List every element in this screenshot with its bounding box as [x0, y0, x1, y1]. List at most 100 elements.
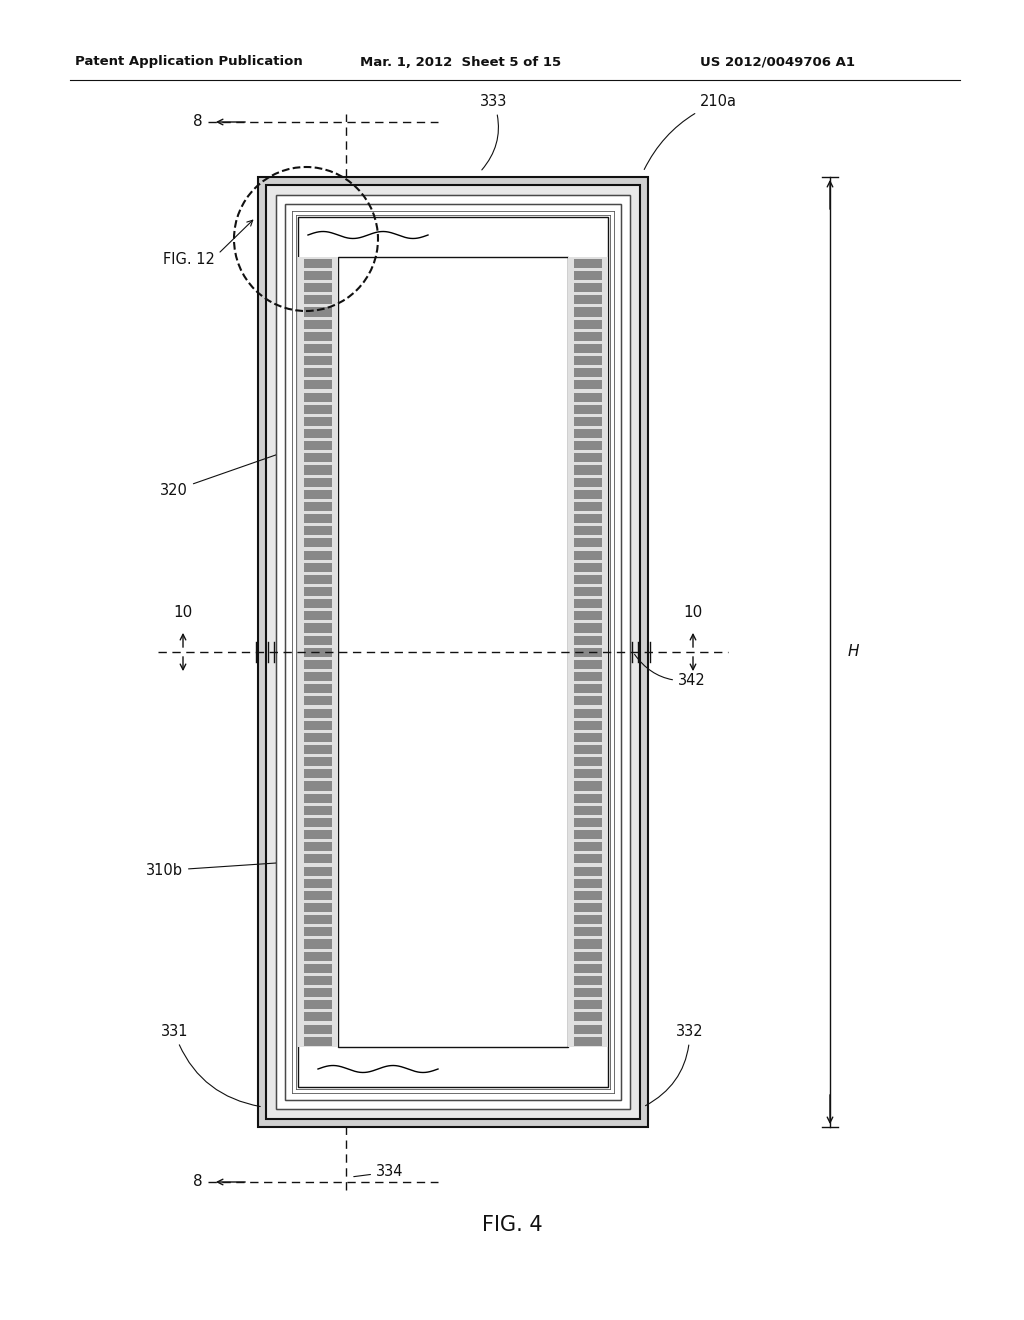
Text: 342: 342 — [635, 655, 706, 688]
Bar — [304, 915, 332, 924]
Text: Mar. 1, 2012  Sheet 5 of 15: Mar. 1, 2012 Sheet 5 of 15 — [360, 55, 561, 69]
Bar — [574, 989, 602, 997]
Bar — [574, 441, 602, 450]
Bar — [304, 975, 332, 985]
Bar — [304, 331, 332, 341]
Bar — [574, 550, 602, 560]
Bar — [574, 709, 602, 718]
Bar — [574, 282, 602, 292]
Bar — [304, 903, 332, 912]
Bar — [304, 587, 332, 597]
Bar — [574, 733, 602, 742]
Bar — [285, 205, 621, 1100]
Text: 10: 10 — [683, 605, 702, 620]
Bar — [304, 368, 332, 378]
Bar — [574, 672, 602, 681]
Bar — [304, 513, 332, 523]
Bar — [304, 623, 332, 632]
Bar — [304, 684, 332, 693]
Text: 8: 8 — [194, 115, 203, 129]
Bar — [304, 453, 332, 462]
Bar — [574, 940, 602, 949]
Bar — [574, 915, 602, 924]
Bar — [574, 648, 602, 657]
Bar — [574, 952, 602, 961]
Bar — [574, 818, 602, 828]
Bar — [304, 989, 332, 997]
Bar — [304, 781, 332, 791]
Text: FIG. 12: FIG. 12 — [163, 252, 215, 267]
Bar — [574, 879, 602, 888]
Bar — [574, 478, 602, 487]
Bar — [574, 684, 602, 693]
Bar — [574, 319, 602, 329]
Bar — [574, 697, 602, 705]
Bar — [304, 490, 332, 499]
Bar — [304, 879, 332, 888]
Bar — [304, 441, 332, 450]
Bar — [304, 574, 332, 583]
Text: H: H — [848, 644, 859, 660]
Bar — [574, 660, 602, 669]
Bar — [304, 405, 332, 413]
Bar — [574, 405, 602, 413]
Bar — [304, 380, 332, 389]
Bar — [574, 1024, 602, 1034]
Bar — [304, 1012, 332, 1022]
Bar — [304, 259, 332, 268]
Bar — [568, 257, 608, 1047]
Text: 310b: 310b — [146, 859, 302, 878]
Bar — [574, 854, 602, 863]
Bar — [574, 636, 602, 644]
Bar — [304, 818, 332, 828]
Text: Patent Application Publication: Patent Application Publication — [75, 55, 303, 69]
Bar — [574, 611, 602, 620]
Text: US 2012/0049706 A1: US 2012/0049706 A1 — [700, 55, 855, 69]
Bar — [574, 296, 602, 305]
Bar — [304, 562, 332, 572]
Bar — [304, 660, 332, 669]
Bar — [304, 550, 332, 560]
Bar — [304, 830, 332, 840]
Bar — [304, 1024, 332, 1034]
Bar — [574, 599, 602, 609]
Bar — [574, 744, 602, 754]
Bar — [574, 758, 602, 766]
Bar — [574, 793, 602, 803]
Bar — [304, 502, 332, 511]
Bar — [304, 308, 332, 317]
Bar — [304, 709, 332, 718]
Bar — [304, 611, 332, 620]
Bar — [574, 380, 602, 389]
Bar — [574, 770, 602, 779]
Bar — [304, 721, 332, 730]
Bar — [304, 854, 332, 863]
Bar — [574, 271, 602, 280]
Bar — [304, 539, 332, 548]
Bar — [304, 964, 332, 973]
Bar — [304, 733, 332, 742]
Text: 210a: 210a — [644, 95, 737, 169]
Bar — [304, 866, 332, 875]
Bar — [304, 758, 332, 766]
Bar — [304, 271, 332, 280]
Bar — [298, 257, 338, 1047]
Bar — [304, 392, 332, 401]
Bar — [304, 599, 332, 609]
Bar — [304, 1001, 332, 1010]
Bar — [574, 903, 602, 912]
Bar — [258, 177, 648, 1127]
Text: 10: 10 — [173, 605, 193, 620]
Bar — [304, 697, 332, 705]
Bar — [574, 1001, 602, 1010]
Bar — [304, 744, 332, 754]
Bar — [304, 952, 332, 961]
Bar — [574, 502, 602, 511]
Bar — [574, 830, 602, 840]
Bar — [574, 1012, 602, 1022]
Bar — [304, 478, 332, 487]
Bar — [304, 672, 332, 681]
Bar — [574, 429, 602, 438]
Bar — [266, 185, 640, 1119]
Bar — [304, 356, 332, 366]
